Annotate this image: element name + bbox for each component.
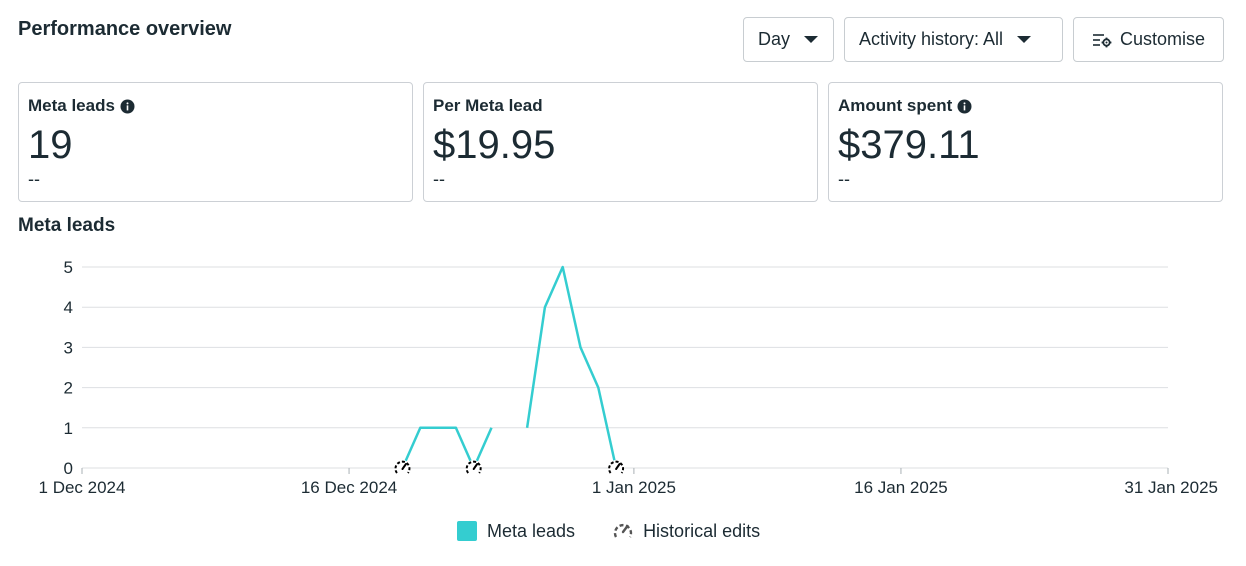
metric-label-text: Amount spent: [838, 96, 953, 115]
historical-edit-marker: [394, 460, 411, 476]
metric-card-amount-spent[interactable]: Amount spent $379.11 --: [828, 82, 1223, 202]
x-tick-label: 1 Jan 2025: [592, 478, 676, 497]
x-tick-label: 16 Dec 2024: [301, 478, 397, 497]
metric-card-meta-leads[interactable]: Meta leads 19 --: [18, 82, 413, 202]
metric-label-text: Meta leads: [28, 96, 115, 115]
chart-legend: Meta leads Historical edits: [457, 520, 796, 542]
x-axis-ticks: 1 Dec 2024 16 Dec 2024 1 Jan 2025 16 Jan 20…: [39, 468, 1218, 497]
x-tick-label: 1 Dec 2024: [39, 478, 126, 497]
metric-card-label: Per Meta lead: [433, 96, 543, 116]
chart-section-title: Meta leads: [18, 215, 116, 236]
metric-value: 19: [28, 123, 73, 167]
activity-history-dropdown[interactable]: Activity history: All: [844, 17, 1063, 62]
historical-edit-icon: [611, 520, 635, 542]
info-icon[interactable]: [120, 99, 135, 114]
activity-history-label: Activity history: All: [859, 29, 1004, 49]
x-tick-label: 16 Jan 2025: [854, 478, 948, 497]
chart-gridlines: [82, 266, 1168, 469]
metric-comparison: --: [433, 169, 445, 189]
metric-card-label: Meta leads: [28, 96, 135, 116]
page-title: Performance overview: [18, 18, 232, 40]
metric-comparison: --: [838, 169, 850, 189]
legend-item-historical-edits[interactable]: Historical edits: [611, 520, 760, 542]
customise-settings-icon: [1092, 32, 1112, 48]
metric-value: $19.95: [433, 123, 556, 167]
legend-label: Meta leads: [487, 520, 576, 541]
y-tick-label: 3: [64, 338, 73, 357]
series-meta-leads: [401, 265, 618, 470]
caret-down-icon: [1017, 36, 1032, 43]
toolbar: Day Activity history: All Customise: [743, 17, 1224, 62]
metric-comparison: --: [28, 169, 40, 189]
y-tick-label: 0: [64, 459, 73, 478]
day-dropdown[interactable]: Day: [743, 17, 834, 62]
historical-edit-marker: [465, 460, 482, 476]
metric-value: $379.11: [838, 123, 980, 167]
y-tick-label: 2: [64, 379, 73, 398]
metric-card-per-meta-lead[interactable]: Per Meta lead $19.95 --: [423, 82, 818, 202]
y-tick-label: 4: [64, 298, 73, 317]
customise-button[interactable]: Customise: [1073, 17, 1224, 62]
historical-edit-marker: [608, 460, 625, 476]
meta-leads-line-chart: 0 1 2 3 4 5 1 Dec 2024 16 Dec 2024 1 Jan 2025 16…: [39, 258, 1218, 497]
legend-item-meta-leads[interactable]: Meta leads: [457, 521, 575, 542]
legend-label: Historical edits: [643, 520, 761, 541]
historical-edit-markers: [394, 460, 625, 476]
day-dropdown-label: Day: [758, 29, 791, 49]
metric-label-text: Per Meta lead: [433, 96, 543, 115]
y-axis-ticks: 0 1 2 3 4 5: [64, 258, 73, 478]
metric-card-label: Amount spent: [838, 96, 972, 116]
y-tick-label: 5: [64, 258, 73, 277]
customise-label: Customise: [1119, 29, 1206, 49]
legend-swatch: [457, 521, 477, 541]
info-icon[interactable]: [957, 99, 972, 114]
series-line-segment: [525, 265, 618, 469]
caret-down-icon: [804, 36, 819, 43]
y-tick-label: 1: [64, 419, 73, 438]
x-tick-label: 31 Jan 2025: [1124, 478, 1218, 497]
